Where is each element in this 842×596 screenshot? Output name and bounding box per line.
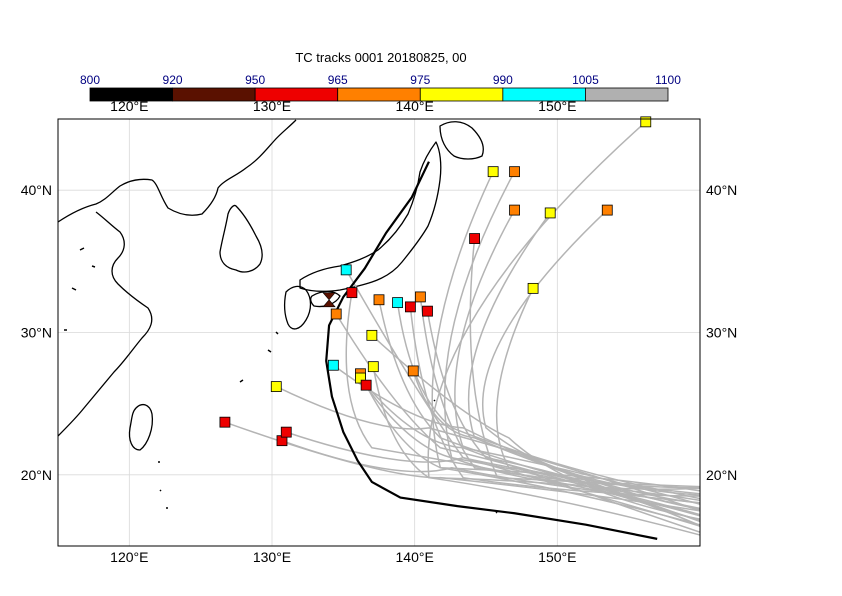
track-endpoint-markers — [219, 116, 652, 447]
colorbar-tick-label: 1005 — [572, 73, 599, 87]
coastline-hokkaido — [439, 121, 484, 160]
latitude-tick-label: 40°N — [706, 182, 737, 198]
track-endpoint-marker — [219, 416, 231, 428]
colorbar-tick-label: 975 — [410, 73, 430, 87]
track-endpoint-marker — [414, 291, 426, 303]
ensemble-track-line — [419, 296, 700, 489]
track-endpoint-marker — [509, 166, 520, 178]
longitude-tick-label: 120°E — [110, 98, 148, 114]
track-endpoint-marker — [487, 166, 499, 178]
ensemble-track-line — [286, 431, 700, 495]
latitude-tick-label: 30°N — [21, 325, 52, 341]
colorbar-segment — [585, 87, 669, 102]
coastline-taiwan — [128, 403, 154, 451]
longitude-tick-label: 130°E — [253, 549, 291, 565]
track-endpoint-marker — [509, 204, 520, 216]
coastline-china-east — [58, 211, 153, 437]
colorbar-tick-label: 950 — [245, 73, 265, 87]
longitude-tick-label: 120°E — [110, 549, 148, 565]
ensemble-track-line — [281, 439, 700, 504]
track-endpoint-marker — [640, 116, 652, 128]
longitude-tick-label: 150°E — [538, 98, 576, 114]
coastline-korea — [58, 119, 297, 273]
track-endpoint-marker — [404, 301, 416, 313]
track-endpoint-marker — [346, 287, 358, 299]
map-frame — [57, 118, 701, 547]
latitude-labels: 20°N 20°N 30°N 30°N 40°N 40°N — [21, 182, 738, 483]
ensemble-track-line — [365, 384, 700, 533]
latitude-tick-label: 20°N — [706, 467, 737, 483]
track-endpoint-marker — [527, 282, 539, 294]
track-endpoint-marker — [544, 207, 556, 219]
best-track-hourglass-marker — [322, 292, 336, 308]
ensemble-track-line — [371, 334, 700, 520]
ensemble-tracks — [224, 121, 700, 536]
track-endpoint-marker — [355, 372, 366, 384]
small-islands — [64, 247, 498, 514]
track-endpoint-marker — [407, 365, 419, 377]
latitude-tick-label: 30°N — [706, 325, 737, 341]
track-endpoint-marker — [601, 204, 613, 216]
longitude-tick-label: 150°E — [538, 549, 576, 565]
track-endpoint-marker — [373, 294, 385, 306]
longitude-tick-label: 140°E — [396, 98, 434, 114]
pressure-colorbar — [89, 87, 669, 102]
track-endpoint-marker — [270, 381, 282, 392]
track-endpoint-marker — [280, 426, 292, 438]
best-track-line — [325, 161, 658, 540]
colorbar-tick-label: 965 — [328, 73, 348, 87]
track-endpoint-marker — [366, 329, 378, 341]
track-endpoint-marker — [330, 308, 342, 320]
colorbar-tick-label: 920 — [163, 73, 183, 87]
latitude-tick-label: 40°N — [21, 182, 52, 198]
latitude-tick-label: 20°N — [21, 467, 52, 483]
ensemble-track-line — [275, 385, 700, 512]
track-endpoint-marker — [469, 233, 480, 244]
longitude-tick-label: 140°E — [396, 549, 434, 565]
track-endpoint-marker — [367, 361, 379, 373]
longitude-tick-label: 130°E — [253, 98, 291, 114]
colorbar-segment — [172, 87, 256, 102]
longitude-labels: 120°E 120°E 130°E 130°E 140°E 140°E 150°E 150°E — [110, 98, 576, 565]
track-endpoint-marker — [340, 264, 352, 276]
colorbar-labels: 800 920 950 965 975 990 1005 1100 — [80, 73, 681, 87]
best-track-position-marker — [322, 292, 336, 308]
track-endpoint-marker — [327, 359, 339, 371]
colorbar-tick-label: 990 — [493, 73, 513, 87]
track-endpoint-marker — [360, 379, 372, 391]
colorbar-tick-label: 1100 — [655, 73, 681, 87]
figure-title: TC tracks 0001 20180825, 00 — [295, 50, 466, 65]
ensemble-track-line — [359, 373, 700, 492]
track-endpoint-marker — [392, 297, 403, 309]
track-endpoint-marker — [422, 305, 433, 317]
colorbar-tick-label: 800 — [80, 73, 100, 87]
